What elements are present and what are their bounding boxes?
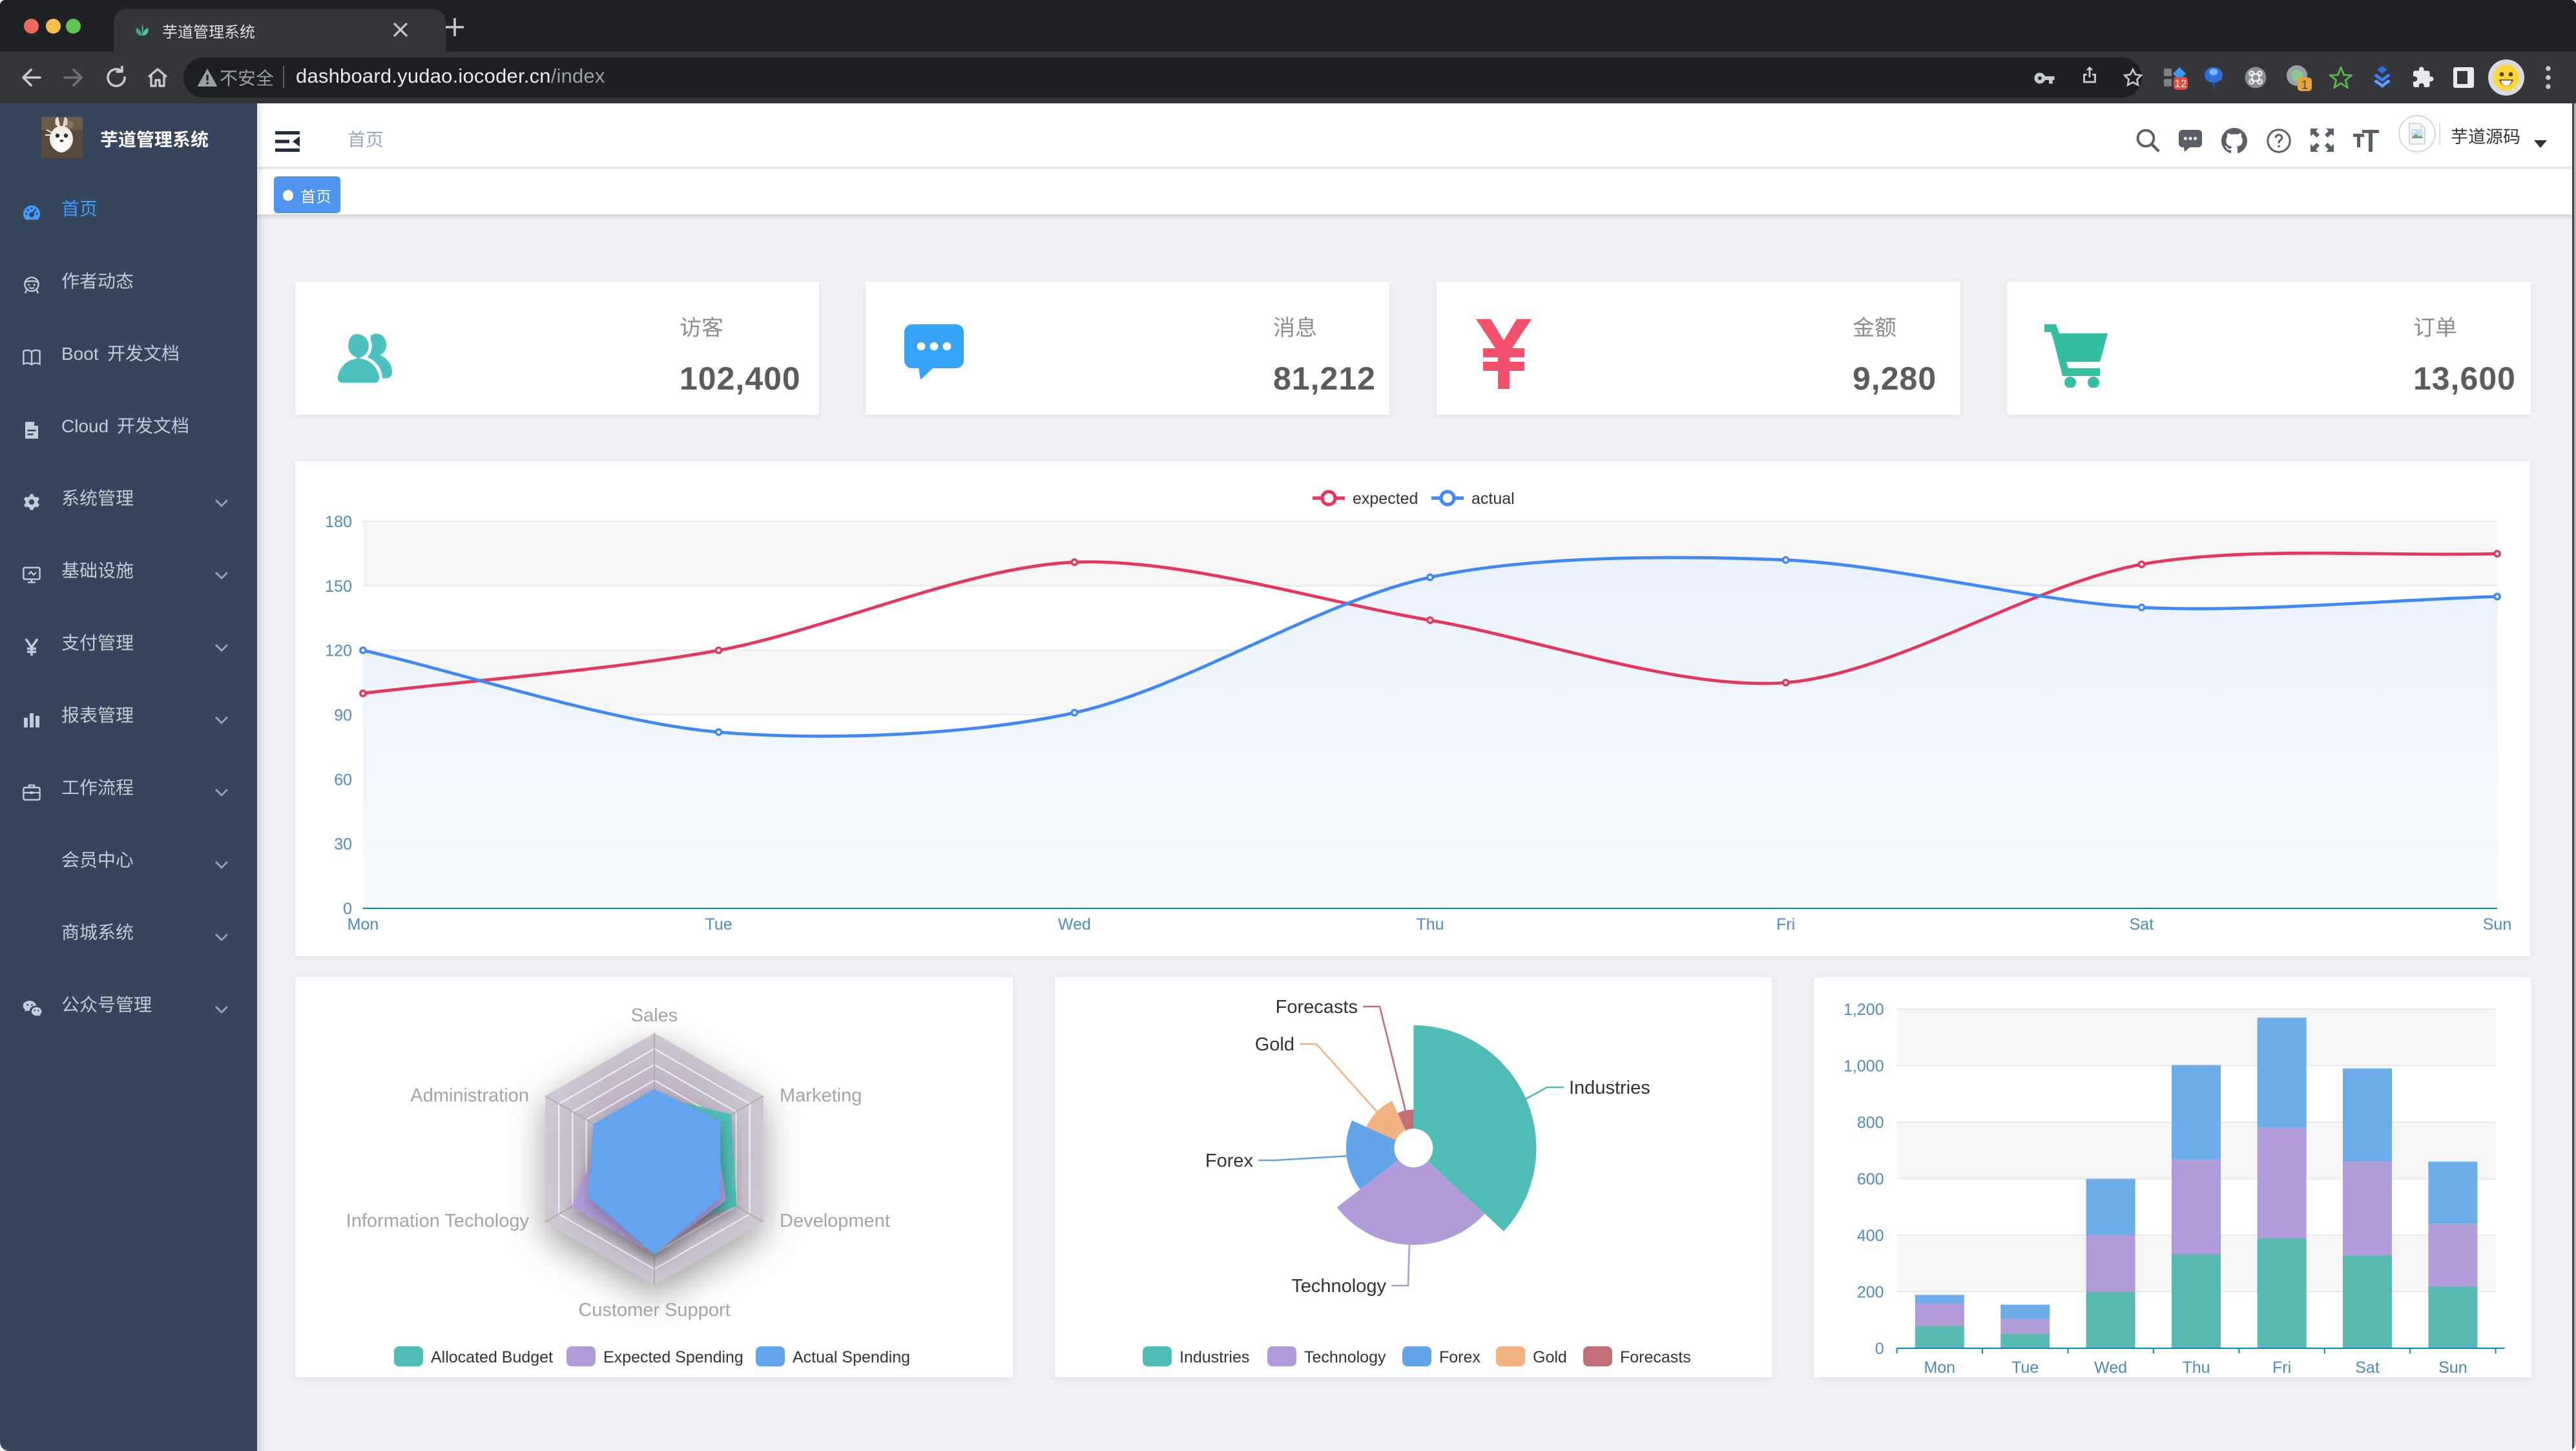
svg-text:Industries: Industries: [1569, 1078, 1650, 1098]
svg-text:400: 400: [1857, 1227, 1884, 1245]
svg-text:Development: Development: [780, 1211, 890, 1231]
svg-text:Tue: Tue: [705, 915, 732, 934]
svg-text:Forex: Forex: [1205, 1151, 1254, 1171]
svg-text:Forecasts: Forecasts: [1620, 1348, 1691, 1366]
svg-text:180: 180: [325, 513, 352, 531]
svg-text:1: 1: [2301, 78, 2308, 91]
svg-text:Sat: Sat: [2130, 915, 2154, 934]
svg-text:Sales: Sales: [631, 1005, 678, 1026]
svg-text:Administration: Administration: [410, 1085, 529, 1106]
svg-text:Gold: Gold: [1254, 1034, 1294, 1055]
svg-text:0: 0: [1875, 1340, 1884, 1358]
svg-text:60: 60: [334, 771, 352, 789]
svg-text:Mon: Mon: [1924, 1359, 1956, 1377]
svg-text:Sun: Sun: [2438, 1359, 2467, 1377]
svg-text:1,000: 1,000: [1844, 1058, 1884, 1076]
svg-text:Forex: Forex: [1439, 1348, 1480, 1366]
svg-text:Industries: Industries: [1179, 1348, 1249, 1366]
svg-text:Tue: Tue: [2011, 1359, 2039, 1377]
svg-text:800: 800: [1857, 1114, 1884, 1132]
svg-text:200: 200: [1857, 1284, 1884, 1302]
svg-text:90: 90: [334, 707, 352, 725]
svg-text:1,200: 1,200: [1844, 1001, 1884, 1019]
svg-text:Wed: Wed: [1058, 915, 1091, 934]
svg-text:Technology: Technology: [1304, 1348, 1386, 1366]
svg-text:Marketing: Marketing: [780, 1085, 862, 1106]
svg-text:Sat: Sat: [2356, 1359, 2380, 1377]
svg-text:Fri: Fri: [2272, 1359, 2291, 1377]
svg-text:30: 30: [334, 835, 352, 853]
svg-text:Actual Spending: Actual Spending: [793, 1348, 910, 1366]
svg-text:actual: actual: [1471, 490, 1515, 508]
svg-text:Thu: Thu: [1416, 915, 1444, 934]
svg-text:Wed: Wed: [2094, 1359, 2127, 1377]
svg-text:Sun: Sun: [2483, 915, 2511, 934]
svg-text:Mon: Mon: [348, 915, 379, 934]
svg-text:expected: expected: [1353, 490, 1418, 508]
svg-text:600: 600: [1857, 1170, 1884, 1188]
svg-text:12: 12: [2175, 78, 2187, 90]
svg-text:Technology: Technology: [1291, 1276, 1386, 1297]
svg-text:0: 0: [343, 900, 352, 918]
svg-text:Information Techology: Information Techology: [346, 1211, 530, 1231]
svg-text:Fri: Fri: [1776, 915, 1795, 934]
svg-text:Allocated Budget: Allocated Budget: [431, 1348, 553, 1366]
svg-text:Customer Support: Customer Support: [578, 1300, 730, 1321]
svg-text:Gold: Gold: [1533, 1348, 1567, 1366]
svg-text:120: 120: [325, 642, 352, 660]
svg-text:150: 150: [325, 578, 352, 596]
svg-text:Forecasts: Forecasts: [1275, 997, 1357, 1018]
svg-text:Expected Spending: Expected Spending: [603, 1348, 743, 1366]
svg-text:Thu: Thu: [2183, 1359, 2210, 1377]
